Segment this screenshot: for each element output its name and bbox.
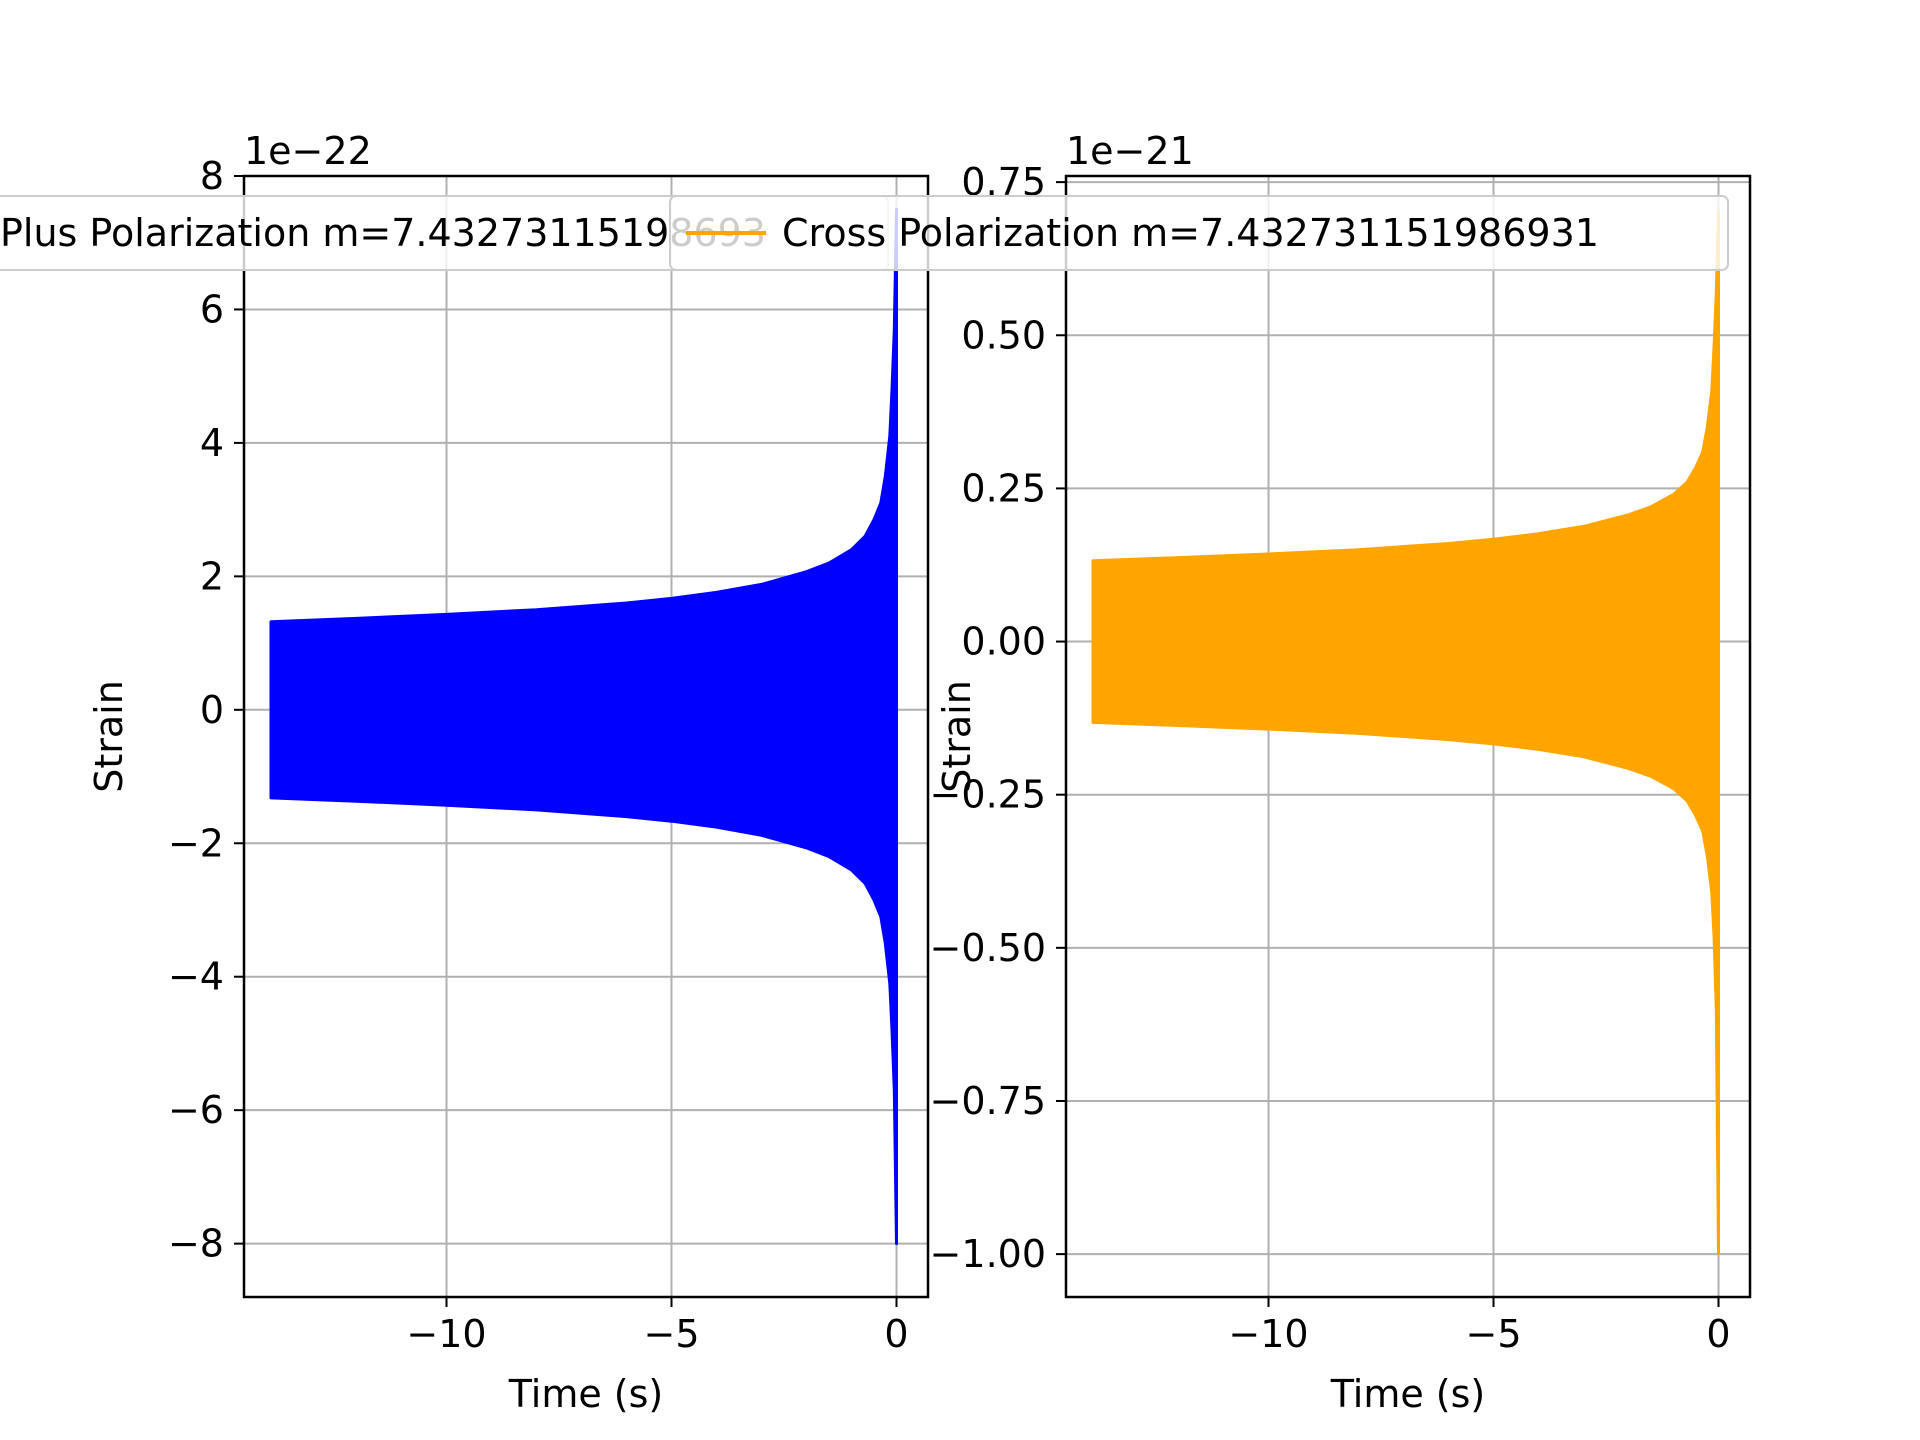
x-axis-label: Time (s)	[1330, 1372, 1486, 1416]
axes-frame	[242, 174, 930, 1299]
y-tick-label: 2	[200, 554, 224, 598]
y-tick-label: −0.50	[930, 926, 1046, 970]
y-tick-label: −2	[168, 821, 224, 865]
legend-0: Plus Polarization m=7.43273115198693	[0, 195, 889, 271]
x-tick-label: −10	[1228, 1312, 1308, 1356]
legends: Plus Polarization m=7.43273115198693 Cros…	[0, 195, 1729, 271]
y-tick-label: −4	[168, 955, 224, 999]
y-axis-label: Strain	[87, 680, 131, 793]
y-tick-label: 4	[200, 421, 224, 465]
y-tick-label: −1.00	[930, 1232, 1046, 1276]
axis-offset-text: 1e−22	[244, 129, 372, 173]
waveform-series-0	[1091, 211, 1720, 1256]
y-tick-label: 0.25	[961, 466, 1046, 510]
x-tick-label: −5	[643, 1312, 699, 1356]
x-tick-label: −10	[406, 1312, 486, 1356]
axes-frame	[1064, 174, 1752, 1299]
y-tick-label: −0.25	[930, 773, 1046, 817]
cross-polarization-chart: −10 −5 0−1.00−0.75−0.50−0.250.000.250.500.…	[930, 129, 1752, 1416]
y-tick-label: −8	[168, 1222, 224, 1266]
y-tick-label: 0.50	[961, 313, 1046, 357]
x-tick-label: 0	[1706, 1312, 1730, 1356]
x-tick-label: −5	[1465, 1312, 1521, 1356]
y-tick-label: 6	[200, 287, 224, 331]
legend-label: Cross Polarization m=7.432731151986931	[782, 211, 1599, 255]
plus-polarization-chart: −10 −5 0 −8 −6 −4 −2 0 2 4 6 8 Time (s) Strain 1e−22	[87, 129, 930, 1416]
y-tick-label: 0.00	[961, 620, 1046, 664]
y-tick-label: 0	[200, 688, 224, 732]
legend-box	[669, 195, 1729, 271]
y-tick-label: −6	[168, 1088, 224, 1132]
x-axis-label: Time (s)	[508, 1372, 664, 1416]
y-tick-label: −0.75	[930, 1079, 1046, 1123]
legend-1: Cross Polarization m=7.432731151986931	[669, 195, 1729, 271]
y-axis-label: Strain	[935, 680, 979, 793]
x-tick-label: 0	[884, 1312, 908, 1356]
y-tick-label: 8	[200, 154, 224, 198]
waveform-series-0	[269, 207, 898, 1246]
legend-label: Plus Polarization m=7.43273115198693	[0, 211, 766, 255]
axis-offset-text: 1e−21	[1066, 129, 1194, 173]
